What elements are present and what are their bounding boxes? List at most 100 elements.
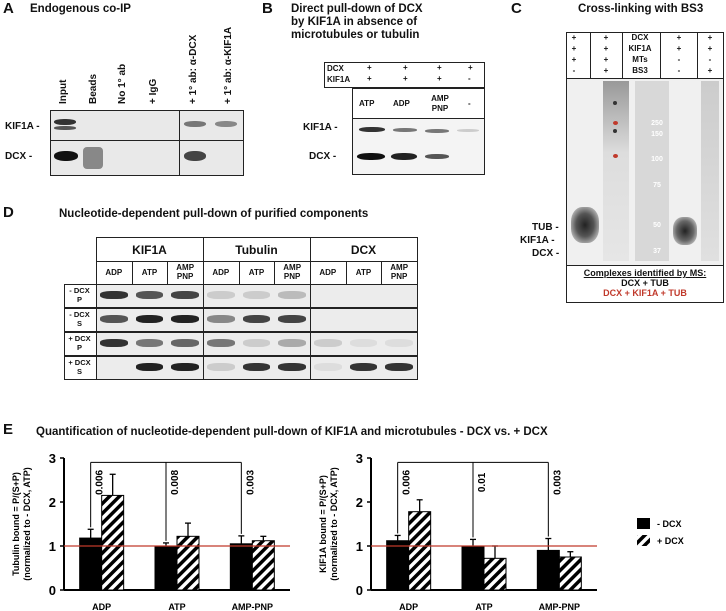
bar-plus-dcx [483, 557, 507, 591]
legend-label: + DCX [657, 536, 684, 546]
p-value: 0.008 [170, 469, 181, 494]
panel-d-band [135, 315, 164, 323]
panel-b-row-dcx: DCX - [309, 151, 337, 162]
panel-a-blot-left [50, 110, 180, 141]
gel-lane-2 [603, 81, 629, 261]
panel-d-lane-label: AMP PNP [283, 263, 302, 281]
panel-e-charts: 0 1 2 3 Tubulin bound = P/(S+P)(normalized t… [11, 451, 684, 611]
panel-b-title: Direct pull-down of DCX by KIF1A in abse… [291, 3, 423, 42]
panel-c-header-divider [660, 32, 661, 78]
y-axis-label: Tubulin bound = P/(S+P)(normalized to - … [11, 467, 32, 581]
panel-d-row-label: + DCX P [68, 334, 91, 352]
x-tick-label: AMP-PNP [539, 602, 581, 611]
header-cell: + [403, 63, 408, 72]
panel-b-title-line: microtubules or tubulin [291, 29, 420, 41]
panel-d-band [278, 291, 306, 299]
y-tick-label: 0 [49, 583, 56, 598]
panel-d-band [135, 291, 164, 299]
gel-lane-4 [673, 217, 697, 245]
legend-label: - DCX [657, 519, 682, 529]
panel-b-letter: B [262, 0, 273, 17]
panel-c-ladder-mark: 100 [651, 156, 663, 163]
panel-c-header-divider [622, 32, 623, 78]
panel-d-group-label: DCX [350, 243, 377, 257]
panel-c-letter: C [511, 0, 522, 17]
panel-d-letter: D [3, 204, 14, 221]
panel-a-row-dcx: DCX - [5, 151, 33, 162]
bar-minus-dcx [536, 549, 560, 591]
panel-c-header-cell: + [707, 33, 713, 42]
band [215, 121, 237, 127]
panel-c-header-cell: KIF1A [628, 44, 652, 53]
panel-d-blot-strip [310, 284, 418, 308]
panel-c-gel [566, 78, 724, 266]
panel-d-band [207, 315, 235, 323]
panel-c-header-cell: DCX [631, 33, 649, 42]
panel-a-blot-right [179, 110, 244, 141]
panel-d-lane-box [238, 261, 276, 285]
panel-c-header-cell: - [677, 66, 681, 75]
panel-c-header-cell: + [707, 66, 713, 75]
band [54, 151, 78, 161]
y-tick-label: 1 [356, 539, 363, 554]
panel-d-band [385, 363, 413, 371]
x-tick-label: ATP [168, 602, 185, 611]
gel-marker-dot [613, 154, 618, 158]
panel-d-group-label: KIF1A [132, 243, 167, 257]
panel-a-title: Endogenous co-IP [30, 3, 131, 15]
lane-label-minus: - [468, 99, 471, 108]
bar-minus-dcx [461, 546, 485, 591]
panel-d-band [242, 339, 271, 347]
panel-a-lane-label: Beads [88, 73, 99, 104]
panel-d-lane-label: AMP PNP [176, 263, 195, 281]
gel-lane-5 [701, 81, 719, 261]
panel-d-row-label: - DCX S [69, 310, 90, 328]
panel-d-row-label-box [64, 356, 97, 380]
panel-a-blot-left-dcx [50, 140, 180, 176]
panel-d-band [100, 291, 128, 299]
ms-line: DCX + KIF1A + TUB [603, 288, 687, 298]
panel-c-side-kif1a: KIF1A - [520, 235, 555, 246]
x-tick-label: ATP [475, 602, 492, 611]
panel-d-row-label-box [64, 284, 97, 308]
bar-plus-dcx [251, 540, 275, 591]
panel-d-group-label: Tubulin [235, 243, 278, 257]
panel-b-row-kif1a: KIF1A - [303, 122, 338, 133]
band [457, 129, 479, 132]
ms-line: DCX + TUB [621, 278, 669, 288]
panel-d-lane-label: ATP [355, 268, 372, 277]
panel-d-lane-label: ATP [141, 268, 158, 277]
bar-minus-dcx [154, 545, 178, 591]
y-tick-label: 3 [356, 451, 363, 466]
panel-d-band [278, 339, 306, 347]
band [83, 147, 103, 169]
panel-c-header-cell: + [603, 44, 609, 53]
panel-b-title-line: by KIF1A in absence of [291, 16, 418, 28]
panel-d-band [171, 291, 199, 299]
panel-c-header-cell: + [603, 66, 609, 75]
p-value: 0.003 [552, 469, 563, 494]
panel-c-header-divider [697, 32, 698, 78]
bar-minus-dcx [229, 543, 253, 591]
panel-d-band [278, 315, 306, 323]
panel-b-header-table: DCX KIF1A + + + + + + + - [324, 62, 485, 88]
header-cell: + [437, 63, 442, 72]
p-value: 0.003 [245, 469, 256, 494]
panel-d-lane-label: ADP [212, 268, 230, 277]
header-cell: + [403, 74, 408, 83]
panel-d-band [171, 339, 199, 347]
panel-c-header-cell: + [603, 55, 609, 64]
panel-d-band [385, 339, 413, 347]
header-cell: - [468, 74, 471, 83]
panel-d-band [349, 363, 378, 371]
panel-e-letter: E [3, 421, 14, 438]
panel-d-group-header [310, 237, 418, 262]
panel-c-header-cell: MTs [632, 55, 648, 64]
gel-marker-dot [613, 129, 617, 133]
panel-d-row-label: - DCX P [69, 286, 90, 304]
panel-c-header-cell: + [571, 55, 577, 64]
panel-d-band [242, 315, 271, 323]
y-axis-label: KIF1A bound = P/(S+P)(normalized to - DC… [318, 467, 339, 581]
bar-plus-dcx [176, 535, 200, 591]
header-row-label: DCX [327, 64, 344, 73]
